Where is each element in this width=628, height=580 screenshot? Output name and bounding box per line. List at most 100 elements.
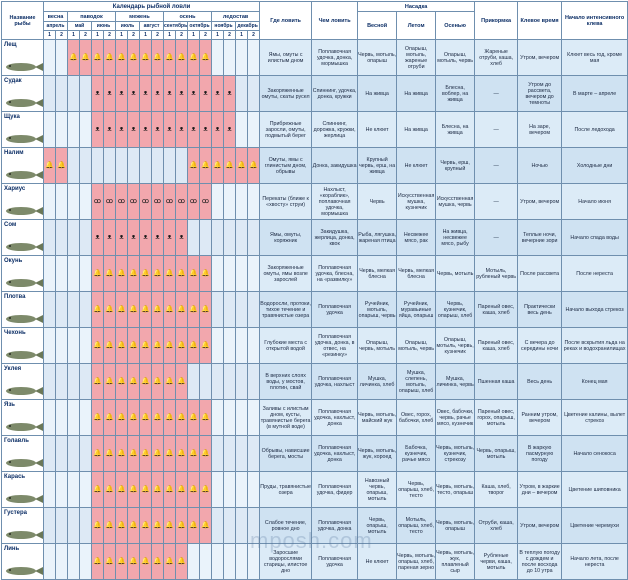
cell-summer: Червь, опарыш, хлеб, тесто bbox=[396, 471, 437, 508]
fish-cell: Линь bbox=[1, 543, 44, 580]
cell-where: Пруды, травянистые озера bbox=[259, 471, 313, 508]
calendar-cell: 🔔 bbox=[175, 507, 188, 544]
fish-cell: Сом bbox=[1, 219, 44, 256]
calendar-cell: 🔔 bbox=[151, 435, 164, 472]
calendar-cell: 🔔 bbox=[163, 543, 176, 580]
calendar-cell bbox=[223, 291, 236, 328]
calendar-cell bbox=[79, 435, 92, 472]
cell-spring: Опарыш, червь, мотыль bbox=[357, 327, 398, 364]
catch-symbol-icon: ᴥ bbox=[131, 125, 136, 133]
table-row: Судак ᴥ ᴥ ᴥ ᴥ ᴥ ᴥ ᴥ ᴥ ᴥ ᴥ ᴥ ᴥ Закоряженные омуты, ска… bbox=[1, 75, 628, 112]
fish-icon bbox=[6, 63, 43, 71]
catch-symbol-icon: 🔔 bbox=[129, 557, 138, 565]
calendar-cell bbox=[43, 255, 56, 292]
calendar-cell bbox=[235, 219, 248, 256]
cell-spring: Ручейник, мотыль, опарыш, червь bbox=[357, 291, 398, 328]
catch-symbol-icon: ᴥ bbox=[155, 125, 160, 133]
catch-symbol-icon: 🔔 bbox=[165, 269, 174, 277]
calendar-cell: 🔔 bbox=[151, 399, 164, 436]
calendar-cell: 🔔 bbox=[223, 147, 236, 184]
fish-cell: Щука bbox=[1, 111, 44, 148]
calendar-cell bbox=[55, 219, 68, 256]
cell-bite: Весь день bbox=[517, 363, 563, 400]
calendar-cell bbox=[246, 75, 261, 112]
catch-symbol-icon: 🔔 bbox=[189, 305, 198, 313]
calendar-cell: 🔔 bbox=[91, 255, 104, 292]
calendar-cell: ᴥ bbox=[139, 111, 152, 148]
calendar-cell bbox=[55, 39, 68, 76]
fish-name: Уклея bbox=[4, 366, 22, 372]
catch-symbol-icon: 🔔 bbox=[201, 269, 210, 277]
fish-icon bbox=[6, 135, 43, 143]
cell-autumn: Искусственная мушка, червь bbox=[435, 183, 476, 220]
cell-gear: Поплавочная удочка, фидер bbox=[311, 471, 359, 508]
catch-symbol-icon: 🔔 bbox=[45, 161, 54, 169]
calendar-cell bbox=[79, 111, 92, 148]
calendar-cell: 🔔 bbox=[139, 291, 152, 328]
calendar-cell: 🔔 bbox=[199, 471, 212, 508]
catch-symbol-icon: 🔔 bbox=[117, 521, 126, 529]
catch-symbol-icon: 🔔 bbox=[201, 449, 210, 457]
watermark: mposh.com bbox=[250, 528, 373, 553]
calendar-cell bbox=[246, 399, 261, 436]
catch-symbol-icon: 🔔 bbox=[153, 305, 162, 313]
cell-summer: Не клюет bbox=[396, 147, 437, 184]
fish-icon bbox=[6, 243, 43, 251]
catch-symbol-icon: 🔔 bbox=[105, 449, 114, 457]
calendar-cell: 🔔 bbox=[163, 327, 176, 364]
catch-symbol-icon: 🔔 bbox=[165, 377, 174, 385]
fish-name: Сом bbox=[4, 222, 17, 228]
calendar-cell: ᴥ bbox=[127, 75, 140, 112]
catch-symbol-icon: ᴥ bbox=[179, 89, 184, 97]
catch-symbol-icon: 🔔 bbox=[141, 449, 150, 457]
cell-groundbait: Пареный овес, каша, хлеб bbox=[474, 291, 519, 328]
table-row: Чехонь 🔔 🔔 🔔 🔔 🔔 🔔 🔔 🔔 🔔 🔔 Глубокие места с открыто… bbox=[1, 327, 628, 364]
catch-symbol-icon: 🔔 bbox=[141, 377, 150, 385]
calendar-cell: 🔔 bbox=[187, 435, 200, 472]
catch-symbol-icon: 🔔 bbox=[93, 485, 102, 493]
calendar-cell: 🔔 bbox=[55, 147, 68, 184]
calendar-cell bbox=[223, 255, 236, 292]
catch-symbol-icon: 🔔 bbox=[117, 305, 126, 313]
calendar-cell: 🔔 bbox=[175, 291, 188, 328]
calendar-cell: 🔔 bbox=[175, 363, 188, 400]
cell-spring: Не клюет bbox=[357, 111, 398, 148]
catch-symbol-icon: ᴥ bbox=[119, 125, 124, 133]
calendar-cell bbox=[246, 291, 261, 328]
calendar-cell: 🔔 bbox=[163, 435, 176, 472]
half-month-6: 2 bbox=[103, 30, 116, 40]
calendar-cell bbox=[43, 507, 56, 544]
calendar-cell: 🔔 bbox=[127, 363, 140, 400]
cell-bite: С вечера до середины ночи bbox=[517, 327, 563, 364]
catch-symbol-icon: ꝏ bbox=[201, 197, 210, 205]
catch-symbol-icon: 🔔 bbox=[165, 485, 174, 493]
calendar-cell: 🔔 bbox=[91, 327, 104, 364]
table-row: Щука ᴥ ᴥ ᴥ ᴥ ᴥ ᴥ ᴥ ᴥ ᴥ ᴥ ᴥ ᴥ Прибрежные заросли, омут… bbox=[1, 111, 628, 148]
fish-icon bbox=[6, 351, 43, 359]
calendar-cell bbox=[151, 147, 164, 184]
cell-groundbait: Мотыль, рубленый червь bbox=[474, 255, 519, 292]
catch-symbol-icon: 🔔 bbox=[177, 269, 186, 277]
fish-icon bbox=[6, 495, 43, 503]
calendar-cell: 🔔 bbox=[151, 471, 164, 508]
catch-symbol-icon: 🔔 bbox=[93, 305, 102, 313]
calendar-cell: ᴥ bbox=[223, 75, 236, 112]
calendar-cell bbox=[163, 147, 176, 184]
cell-spring: На живца bbox=[357, 75, 398, 112]
calendar-cell bbox=[211, 219, 224, 256]
fish-name: Лещ bbox=[4, 42, 17, 48]
catch-symbol-icon: 🔔 bbox=[189, 269, 198, 277]
calendar-cell bbox=[235, 111, 248, 148]
calendar-cell: ᴥ bbox=[127, 219, 140, 256]
half-month-16: 2 bbox=[223, 30, 236, 40]
cell-spring: Червь, мотыль, майский жук bbox=[357, 399, 398, 436]
catch-symbol-icon: 🔔 bbox=[165, 413, 174, 421]
calendar-cell bbox=[55, 435, 68, 472]
month-1: апрель bbox=[43, 21, 68, 31]
calendar-cell bbox=[79, 183, 92, 220]
calendar-cell bbox=[246, 327, 261, 364]
cell-groundbait: — bbox=[474, 219, 519, 256]
catch-symbol-icon: 🔔 bbox=[225, 161, 234, 169]
cell-groundbait: — bbox=[474, 75, 519, 112]
catch-symbol-icon: ᴥ bbox=[227, 125, 232, 133]
